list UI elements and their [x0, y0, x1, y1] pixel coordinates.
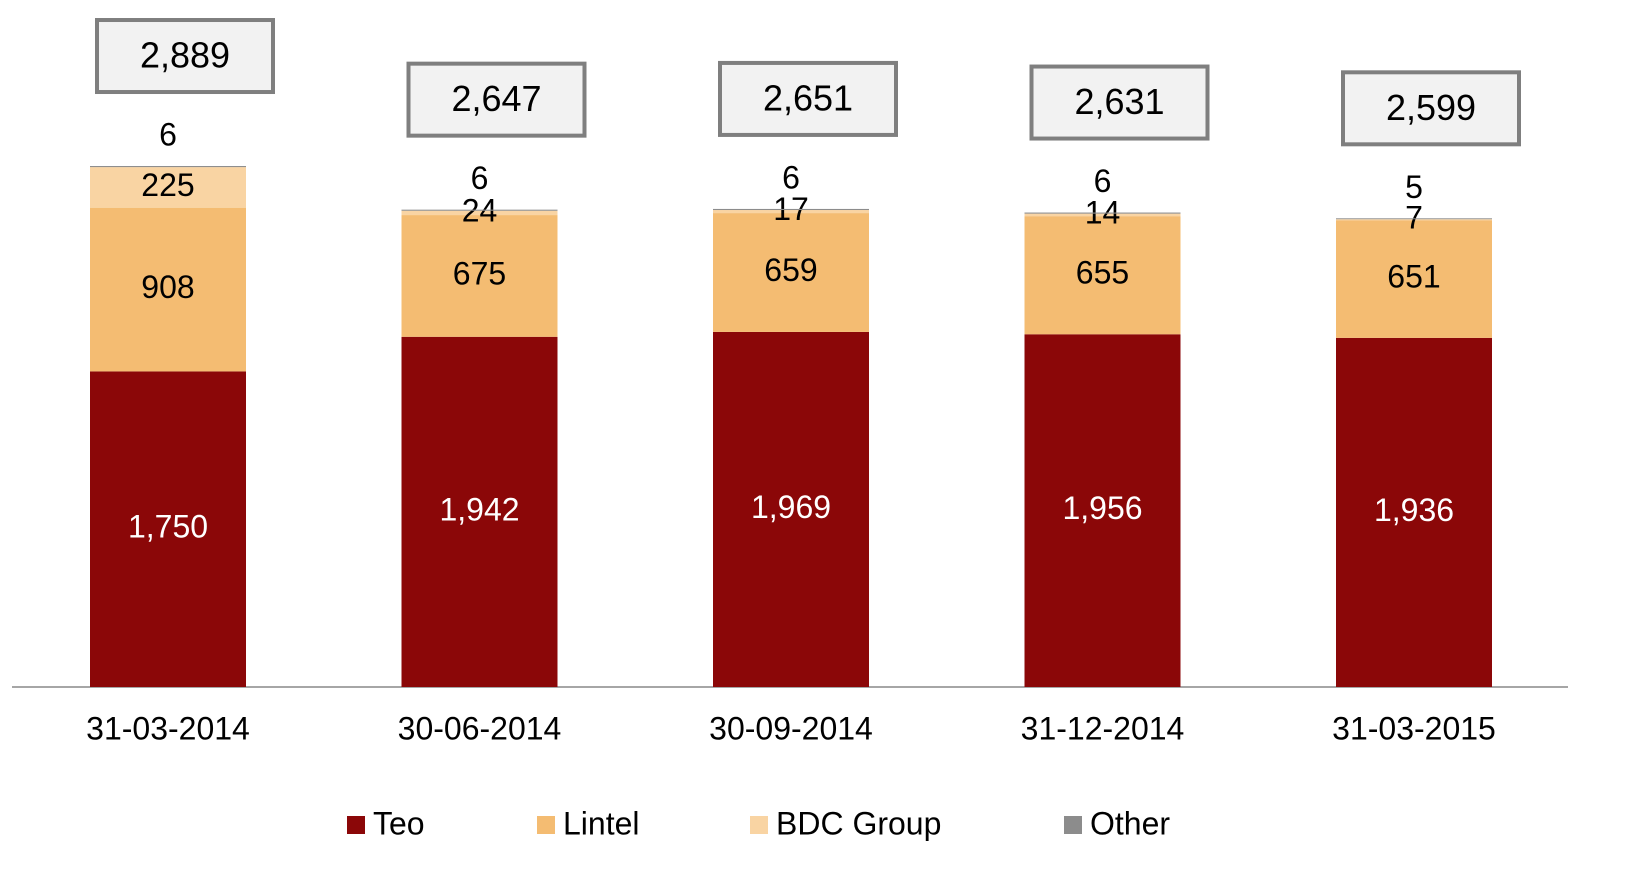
data-label: 7: [1405, 199, 1423, 235]
legend-label: BDC Group: [776, 805, 941, 841]
legend-label: Teo: [373, 805, 425, 841]
data-label: 651: [1387, 259, 1440, 295]
bar-segment: [90, 371, 246, 687]
legend-swatch: [537, 816, 555, 834]
total-box: [95, 18, 275, 95]
total-label: 2,889: [140, 35, 230, 76]
data-label: 1,942: [439, 491, 519, 527]
data-label: 655: [1076, 255, 1129, 291]
bar-segment: [1024, 212, 1181, 214]
bar-segment: [713, 210, 869, 214]
data-label: 1,936: [1374, 492, 1454, 528]
data-label: 675: [453, 255, 506, 291]
bar-segment: [90, 207, 246, 372]
total-label: 2,651: [763, 77, 853, 118]
bar-segment: [713, 213, 869, 332]
data-label: 6: [471, 160, 489, 196]
total-label: 2,599: [1386, 87, 1476, 128]
bar-segment: [713, 208, 869, 211]
bar-segment: [1024, 213, 1181, 217]
total-box: [406, 61, 587, 138]
x-tick-label: 30-09-2014: [709, 710, 873, 746]
data-label: 1,969: [751, 489, 831, 525]
bar-segment: [1336, 220, 1492, 338]
bar-segment: [713, 331, 869, 687]
x-tick-label: 31-12-2014: [1021, 710, 1185, 746]
bar-segment: [90, 166, 246, 168]
bar-segment: [90, 167, 246, 208]
legend-swatch: [1064, 816, 1082, 834]
legend-label: Lintel: [563, 805, 640, 841]
bar-segment: [1336, 218, 1492, 220]
legend-swatch: [347, 816, 365, 834]
bar-segment: [1024, 216, 1181, 335]
total-label: 2,631: [1074, 81, 1164, 122]
x-tick-label: 30-06-2014: [398, 710, 562, 746]
bar-segment: [401, 209, 558, 211]
total-box: [718, 60, 898, 137]
data-label: 659: [764, 252, 817, 288]
data-label: 225: [141, 167, 194, 203]
data-label: 908: [141, 269, 194, 305]
bar-segment: [401, 336, 558, 687]
legend-swatch: [750, 816, 768, 834]
total-box: [1029, 64, 1210, 141]
bar-segment: [1336, 219, 1492, 221]
data-label: 6: [159, 116, 177, 152]
data-label: 1,750: [128, 509, 208, 545]
bar-segment: [1336, 337, 1492, 687]
x-tick-label: 31-03-2015: [1332, 710, 1496, 746]
data-label: 1,956: [1062, 490, 1142, 526]
data-label: 6: [1094, 163, 1112, 199]
bar-segment: [1024, 334, 1181, 687]
total-box: [1341, 70, 1521, 147]
x-tick-label: 31-03-2014: [86, 710, 250, 746]
legend-label: Other: [1090, 805, 1170, 841]
data-label: 14: [1085, 194, 1121, 230]
bar-segment: [401, 215, 558, 337]
bar-segment: [401, 210, 558, 216]
data-label: 5: [1405, 169, 1423, 205]
total-label: 2,647: [451, 78, 541, 119]
data-label: 6: [782, 159, 800, 195]
